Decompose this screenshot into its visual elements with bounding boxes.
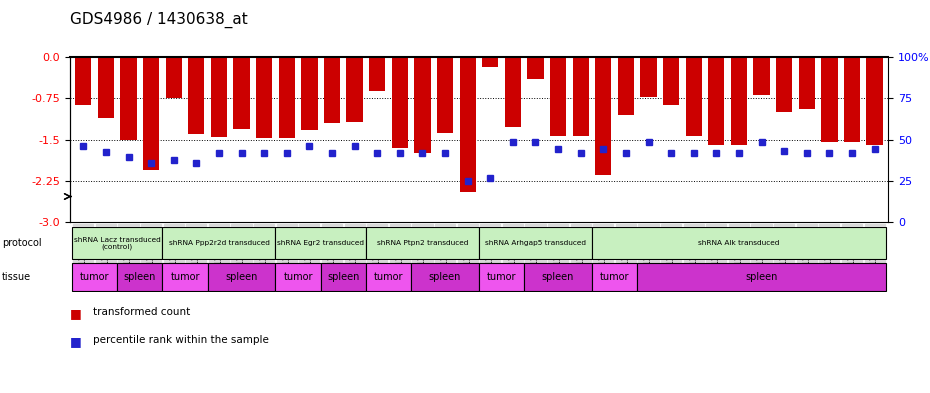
Bar [279,57,295,138]
Text: spleen: spleen [225,272,258,282]
Text: percentile rank within the sample: percentile rank within the sample [93,335,269,345]
Text: shRNA Arhgap5 transduced: shRNA Arhgap5 transduced [485,241,586,246]
Bar [120,57,137,140]
Bar [708,57,724,145]
Bar [233,57,250,129]
Bar [527,57,544,79]
Text: spleen: spleen [429,272,461,282]
Bar [573,57,589,136]
Bar [821,57,838,142]
Bar [525,263,592,291]
Bar [479,263,525,291]
Bar [301,57,317,130]
Bar [414,57,431,153]
Bar [637,263,886,291]
Bar [411,263,479,291]
Bar [867,57,883,145]
Bar [685,57,702,136]
Text: shRNA Lacz transduced
(control): shRNA Lacz transduced (control) [73,237,161,250]
Bar [799,57,815,109]
Text: spleen: spleen [745,272,777,282]
Bar [347,57,363,122]
Bar [324,57,340,123]
Text: tumor: tumor [170,272,200,282]
Bar [550,57,566,136]
Bar [618,57,634,115]
Bar [753,57,770,95]
Text: GDS4986 / 1430638_at: GDS4986 / 1430638_at [70,12,247,28]
Bar [482,57,498,67]
Text: ■: ■ [70,307,82,320]
Bar [592,228,886,259]
Bar [143,57,159,170]
Bar [188,57,205,134]
Text: tissue: tissue [2,272,31,282]
Bar [163,228,275,259]
Bar [592,263,637,291]
Bar [72,228,163,259]
Bar [321,263,365,291]
Bar [75,57,91,105]
Bar [98,57,114,118]
Bar [479,228,592,259]
Text: transformed count: transformed count [93,307,191,317]
Text: tumor: tumor [284,272,312,282]
Text: tumor: tumor [374,272,404,282]
Bar [392,57,408,148]
Text: protocol: protocol [2,239,42,248]
Bar [163,263,207,291]
Text: shRNA Ptpn2 transduced: shRNA Ptpn2 transduced [377,241,468,246]
Text: spleen: spleen [327,272,360,282]
Bar [72,263,117,291]
Text: tumor: tumor [486,272,516,282]
Bar [844,57,860,142]
Bar [117,263,163,291]
Bar [211,57,227,137]
Text: spleen: spleen [542,272,574,282]
Bar [505,57,521,127]
Bar [275,228,365,259]
Text: ■: ■ [70,335,82,348]
Bar [459,57,476,192]
Bar [641,57,657,97]
Text: shRNA Alk transduced: shRNA Alk transduced [698,241,779,246]
Bar [166,57,182,98]
Bar [731,57,747,145]
Bar [663,57,679,105]
Bar [275,263,321,291]
Text: tumor: tumor [600,272,630,282]
Text: spleen: spleen [124,272,156,282]
Bar [256,57,272,138]
Text: tumor: tumor [80,272,110,282]
Bar [207,263,275,291]
Text: shRNA Ppp2r2d transduced: shRNA Ppp2r2d transduced [168,241,270,246]
Bar [776,57,792,112]
Bar [365,228,479,259]
Bar [369,57,385,91]
Bar [595,57,611,175]
Bar [437,57,453,133]
Bar [365,263,411,291]
Text: shRNA Egr2 transduced: shRNA Egr2 transduced [277,241,365,246]
